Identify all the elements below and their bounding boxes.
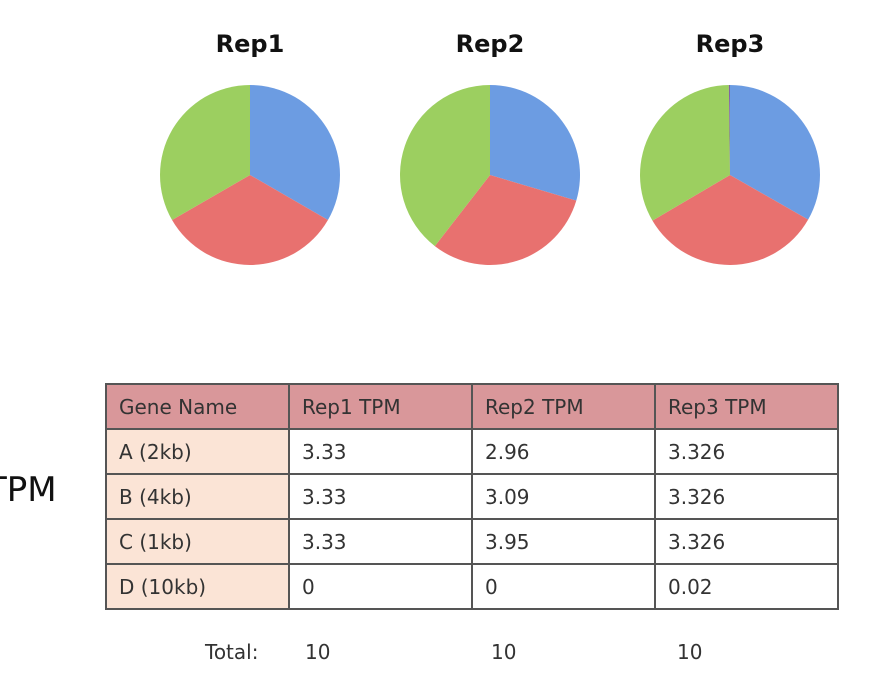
table-cell: 2.96 (471, 428, 656, 475)
table-cell: Gene Name (105, 383, 290, 430)
table-cell: 3.33 (288, 428, 473, 475)
table-cell: Rep3 TPM (654, 383, 839, 430)
table-cell: 3.95 (471, 518, 656, 565)
pie-title: Rep1 (216, 30, 285, 58)
total-value: 10 (677, 640, 703, 664)
pie-slice (490, 85, 580, 201)
side-label: TPM (0, 470, 57, 510)
table-cell: 3.09 (471, 473, 656, 520)
pie-slice (652, 175, 809, 266)
total-value: 10 (491, 640, 517, 664)
table-cell: B (4kb) (105, 473, 290, 520)
table-cell: 3.33 (288, 473, 473, 520)
table-cell: A (2kb) (105, 428, 290, 475)
pie-slice (250, 85, 340, 220)
pie-slice (730, 85, 821, 220)
table-cell: Rep1 TPM (288, 383, 473, 430)
pie-title: Rep2 (456, 30, 525, 58)
table-row: A (2kb) 3.33 2.96 3.326 (105, 428, 839, 475)
header-row: Gene Name Rep1 TPM Rep2 TPM Rep3 TPM (105, 383, 839, 430)
pie-slice (434, 175, 577, 266)
table-cell: 3.33 (288, 518, 473, 565)
pie-slice (400, 85, 490, 247)
table-row: D (10kb) 0 0 0.02 (105, 563, 839, 610)
total-label: Total: (205, 640, 259, 664)
table-row: C (1kb) 3.33 3.95 3.326 (105, 518, 839, 565)
tpm-table: Gene Name Rep1 TPM Rep2 TPM Rep3 TPM A (2kb)… (105, 383, 839, 610)
table-cell: 0 (471, 563, 656, 610)
pie-slice (728, 85, 730, 175)
total-value: 10 (305, 640, 331, 664)
table-cell: 3.326 (654, 518, 839, 565)
pie-slice (159, 85, 250, 220)
pie-title: Rep3 (696, 30, 765, 58)
table-cell: C (1kb) (105, 518, 290, 565)
pie-slice (639, 85, 730, 221)
table-row: B (4kb) 3.33 3.09 3.326 (105, 473, 839, 520)
table-cell: 3.326 (654, 428, 839, 475)
table-cell: 0.02 (654, 563, 839, 610)
table-cell: 0 (288, 563, 473, 610)
table-cell: Rep2 TPM (471, 383, 656, 430)
table-cell: 3.326 (654, 473, 839, 520)
table-cell: D (10kb) (105, 563, 290, 610)
